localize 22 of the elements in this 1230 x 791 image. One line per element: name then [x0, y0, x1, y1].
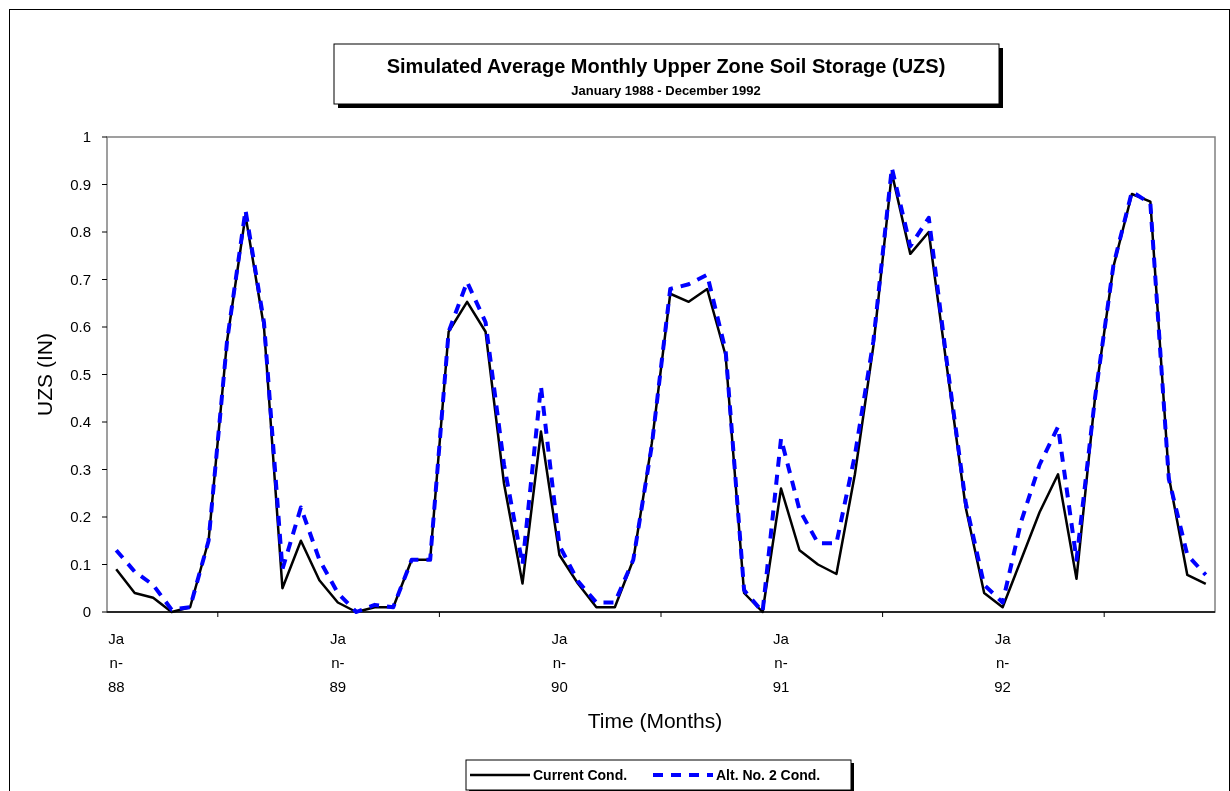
y-tick-label: 0: [82, 603, 91, 620]
x-tick-label: Jan-90: [551, 630, 569, 695]
y-axis-title: UZS (IN): [33, 333, 56, 416]
y-tick-label: 0.7: [70, 270, 91, 288]
x-tick-label: Jan-92: [994, 630, 1012, 695]
y-tick-label: 0.2: [70, 508, 91, 525]
chart-subtitle: January 1988 - December 1992: [571, 83, 761, 98]
x-tick-label: Jan-89: [329, 630, 347, 695]
x-axis-title: Time (Months): [587, 709, 723, 732]
legend-label: Current Cond.: [533, 767, 628, 783]
y-tick-label: 0.6: [70, 318, 91, 335]
y-tick-label: 0.9: [70, 175, 91, 193]
y-tick-label: 0.8: [70, 223, 91, 240]
x-tick-label: Jan-88: [107, 630, 125, 695]
y-tick-label: 0.3: [70, 460, 91, 478]
x-tick-label: Jan-91: [772, 630, 790, 695]
y-tick-label: 0.5: [70, 365, 91, 383]
y-tick-label: 0.4: [70, 413, 91, 430]
y-tick-label: 1: [82, 128, 91, 145]
y-tick-label: 0.1: [70, 555, 91, 573]
chart-title: Simulated Average Monthly Upper Zone Soil Storage (UZS): [386, 55, 946, 77]
legend-label: Alt. No. 2 Cond.: [716, 767, 821, 783]
